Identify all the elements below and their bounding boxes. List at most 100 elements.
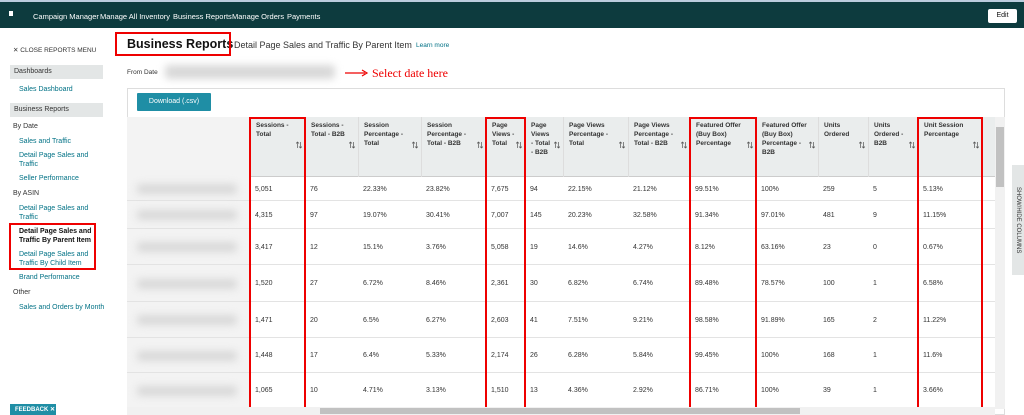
table-cell: 6.74% (633, 280, 653, 287)
table-cell: 8.46% (426, 280, 446, 287)
table-cell: 20 (310, 316, 318, 324)
blurred-product (137, 242, 237, 252)
table-cell: 6.27% (426, 316, 446, 324)
sort-icon[interactable] (477, 141, 483, 149)
table-cell: 1,065 (255, 387, 273, 394)
top-nav: Edit Campaign Manager Manage All Inventor… (0, 0, 1024, 28)
sort-icon[interactable] (619, 141, 625, 149)
date-input[interactable] (165, 65, 335, 79)
row (127, 338, 1005, 373)
table-cell: 2,174 (491, 352, 509, 359)
table-cell: 9 (873, 211, 877, 219)
table-cell: 86.71% (695, 387, 719, 394)
blurred-product (137, 315, 237, 325)
row (127, 201, 1005, 229)
column-header[interactable]: Page Views Percentage - Total (563, 117, 628, 177)
blurred-product (137, 385, 237, 396)
nav-item[interactable]: Business Reports (173, 12, 232, 21)
menu-icon[interactable] (9, 11, 13, 16)
nav-link[interactable]: Detail Page Sales and Traffic (19, 205, 89, 221)
sort-icon[interactable] (747, 141, 753, 149)
sort-icon[interactable] (973, 141, 979, 149)
nav-link[interactable]: Sales and Traffic (19, 138, 72, 145)
sort-icon[interactable] (296, 141, 302, 149)
table-cell: 4,315 (255, 211, 273, 219)
blurred-product (137, 278, 237, 289)
table-cell: 168 (823, 352, 835, 359)
nav-item[interactable]: Campaign Manager (33, 12, 99, 21)
column-header[interactable]: Session Percentage - Total (358, 117, 421, 177)
table-cell: 7,007 (491, 211, 509, 219)
column-header[interactable]: Page Views Percentage - Total - B2B (628, 117, 690, 177)
table-cell: 89.48% (695, 280, 719, 287)
nav-item[interactable]: Manage Orders (232, 12, 285, 21)
table-cell: 98.58% (695, 316, 719, 324)
table-cell: 94 (530, 185, 538, 193)
table-cell: 8.12% (695, 243, 715, 251)
table-cell: 99.51% (695, 185, 719, 193)
row (127, 302, 1005, 338)
nav-item[interactable]: Manage All Inventory (100, 12, 171, 21)
feedback-button[interactable]: FEEDBACK ✕ (10, 404, 56, 415)
feedback-text[interactable]: FEEDBACK (15, 407, 49, 413)
close-menu[interactable]: ✕ CLOSE REPORTS MENU (13, 46, 96, 54)
sort-icon[interactable] (349, 141, 355, 149)
table-cell: 5,051 (255, 185, 273, 193)
column-header[interactable]: Units Ordered - B2B (868, 117, 918, 177)
column-header[interactable]: Units Ordered (818, 117, 868, 177)
table-cell: 165 (823, 316, 835, 324)
sort-icon[interactable] (412, 141, 418, 149)
table-cell: 6.28% (568, 352, 588, 359)
header-row (127, 117, 1005, 177)
table-cell: 97 (310, 211, 318, 219)
table-cell: 2,603 (491, 316, 509, 324)
table-cell: 30 (530, 280, 538, 287)
sort-icon[interactable] (681, 141, 687, 149)
table-cell: 3.13% (426, 387, 446, 394)
nav-link[interactable]: Sales and Orders by Month (19, 304, 105, 311)
table-cell: 1,471 (255, 316, 273, 324)
table-cell: 6.72% (363, 280, 383, 287)
table-cell: 11.6% (923, 352, 943, 359)
nav-link[interactable]: Sales Dashboard (19, 86, 73, 93)
nav-item[interactable]: Payments (287, 12, 321, 21)
sidebar: ✕ CLOSE REPORTS MENU Dashboards Sales Das… (0, 28, 110, 415)
table-cell: 32.58% (633, 211, 657, 219)
arrow-icon (345, 69, 369, 77)
table-cell: 78.57% (761, 280, 785, 287)
table-cell: 23 (823, 243, 831, 251)
table-cell: 15.1% (363, 243, 383, 251)
table-cell: 99.45% (695, 352, 719, 359)
table-cell: 481 (823, 211, 835, 219)
section-header: Business Reports (10, 103, 103, 117)
table-cell: 5.84% (633, 352, 653, 359)
nav-link[interactable]: Detail Page Sales and Traffic (19, 152, 89, 168)
sort-icon[interactable] (859, 141, 865, 149)
sort-icon[interactable] (809, 141, 815, 149)
sort-icon[interactable] (909, 141, 915, 149)
nav-link[interactable]: Detail Page Sales and Traffic By Child I… (19, 251, 89, 267)
table-cell: 6.58% (923, 280, 943, 287)
table-cell: 259 (823, 185, 835, 193)
learn-more[interactable]: Learn more (416, 42, 450, 49)
column-header[interactable]: Session Percentage - Total - B2B (421, 117, 486, 177)
nav-link[interactable]: Seller Performance (19, 175, 79, 182)
close-text[interactable]: CLOSE REPORTS MENU (20, 47, 97, 54)
nav-link[interactable]: Brand Performance (19, 274, 80, 281)
edit-button[interactable]: Edit (988, 9, 1017, 23)
active-link[interactable]: Detail Page Sales and Traffic By Parent … (19, 228, 92, 244)
table-cell: 1 (873, 280, 877, 287)
show-hide-columns[interactable]: SHOW/HIDE COLUMNS (1012, 165, 1024, 275)
blurred-product (137, 350, 237, 361)
table-cell: 6.5% (363, 316, 379, 324)
table-cell: 11.15% (923, 211, 947, 219)
download-button[interactable]: Download (.csv) (137, 93, 211, 111)
table-cell: 30.41% (426, 211, 450, 219)
report-table: Sessions - Total Sessions - Total - B2B Se… (127, 117, 1005, 415)
sort-icon[interactable] (554, 141, 560, 149)
table-cell: 1,510 (491, 387, 509, 394)
table-cell: 5,058 (491, 243, 509, 251)
table-cell: 100% (761, 185, 779, 193)
sort-icon[interactable] (516, 141, 522, 149)
